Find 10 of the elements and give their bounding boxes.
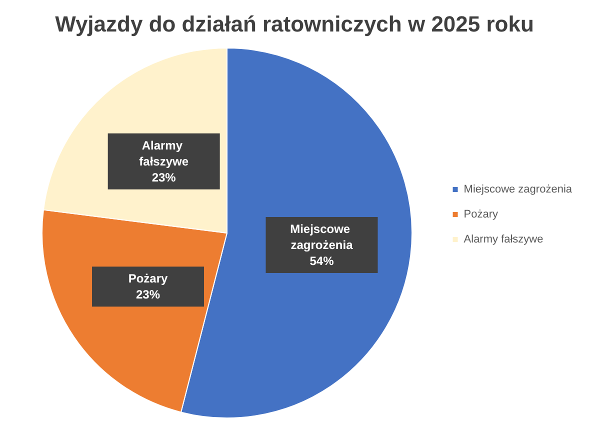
slice-label: Pożary [128,272,168,286]
slice-label: Alarmy fałszywe [139,138,189,168]
legend-label: Alarmy fałszywe [464,234,544,246]
chart-title: Wyjazdy do działań ratowniczych w 2025 roku [55,12,534,36]
data-label: 23% [136,288,160,302]
data-label: 54% [310,254,334,268]
legend-label: Pożary [464,208,499,220]
data-label: 23% [152,170,176,184]
legend-label: Miejscowe zagrożenia [464,184,573,196]
slice-label: Miejscowe zagrożenia [290,222,354,252]
